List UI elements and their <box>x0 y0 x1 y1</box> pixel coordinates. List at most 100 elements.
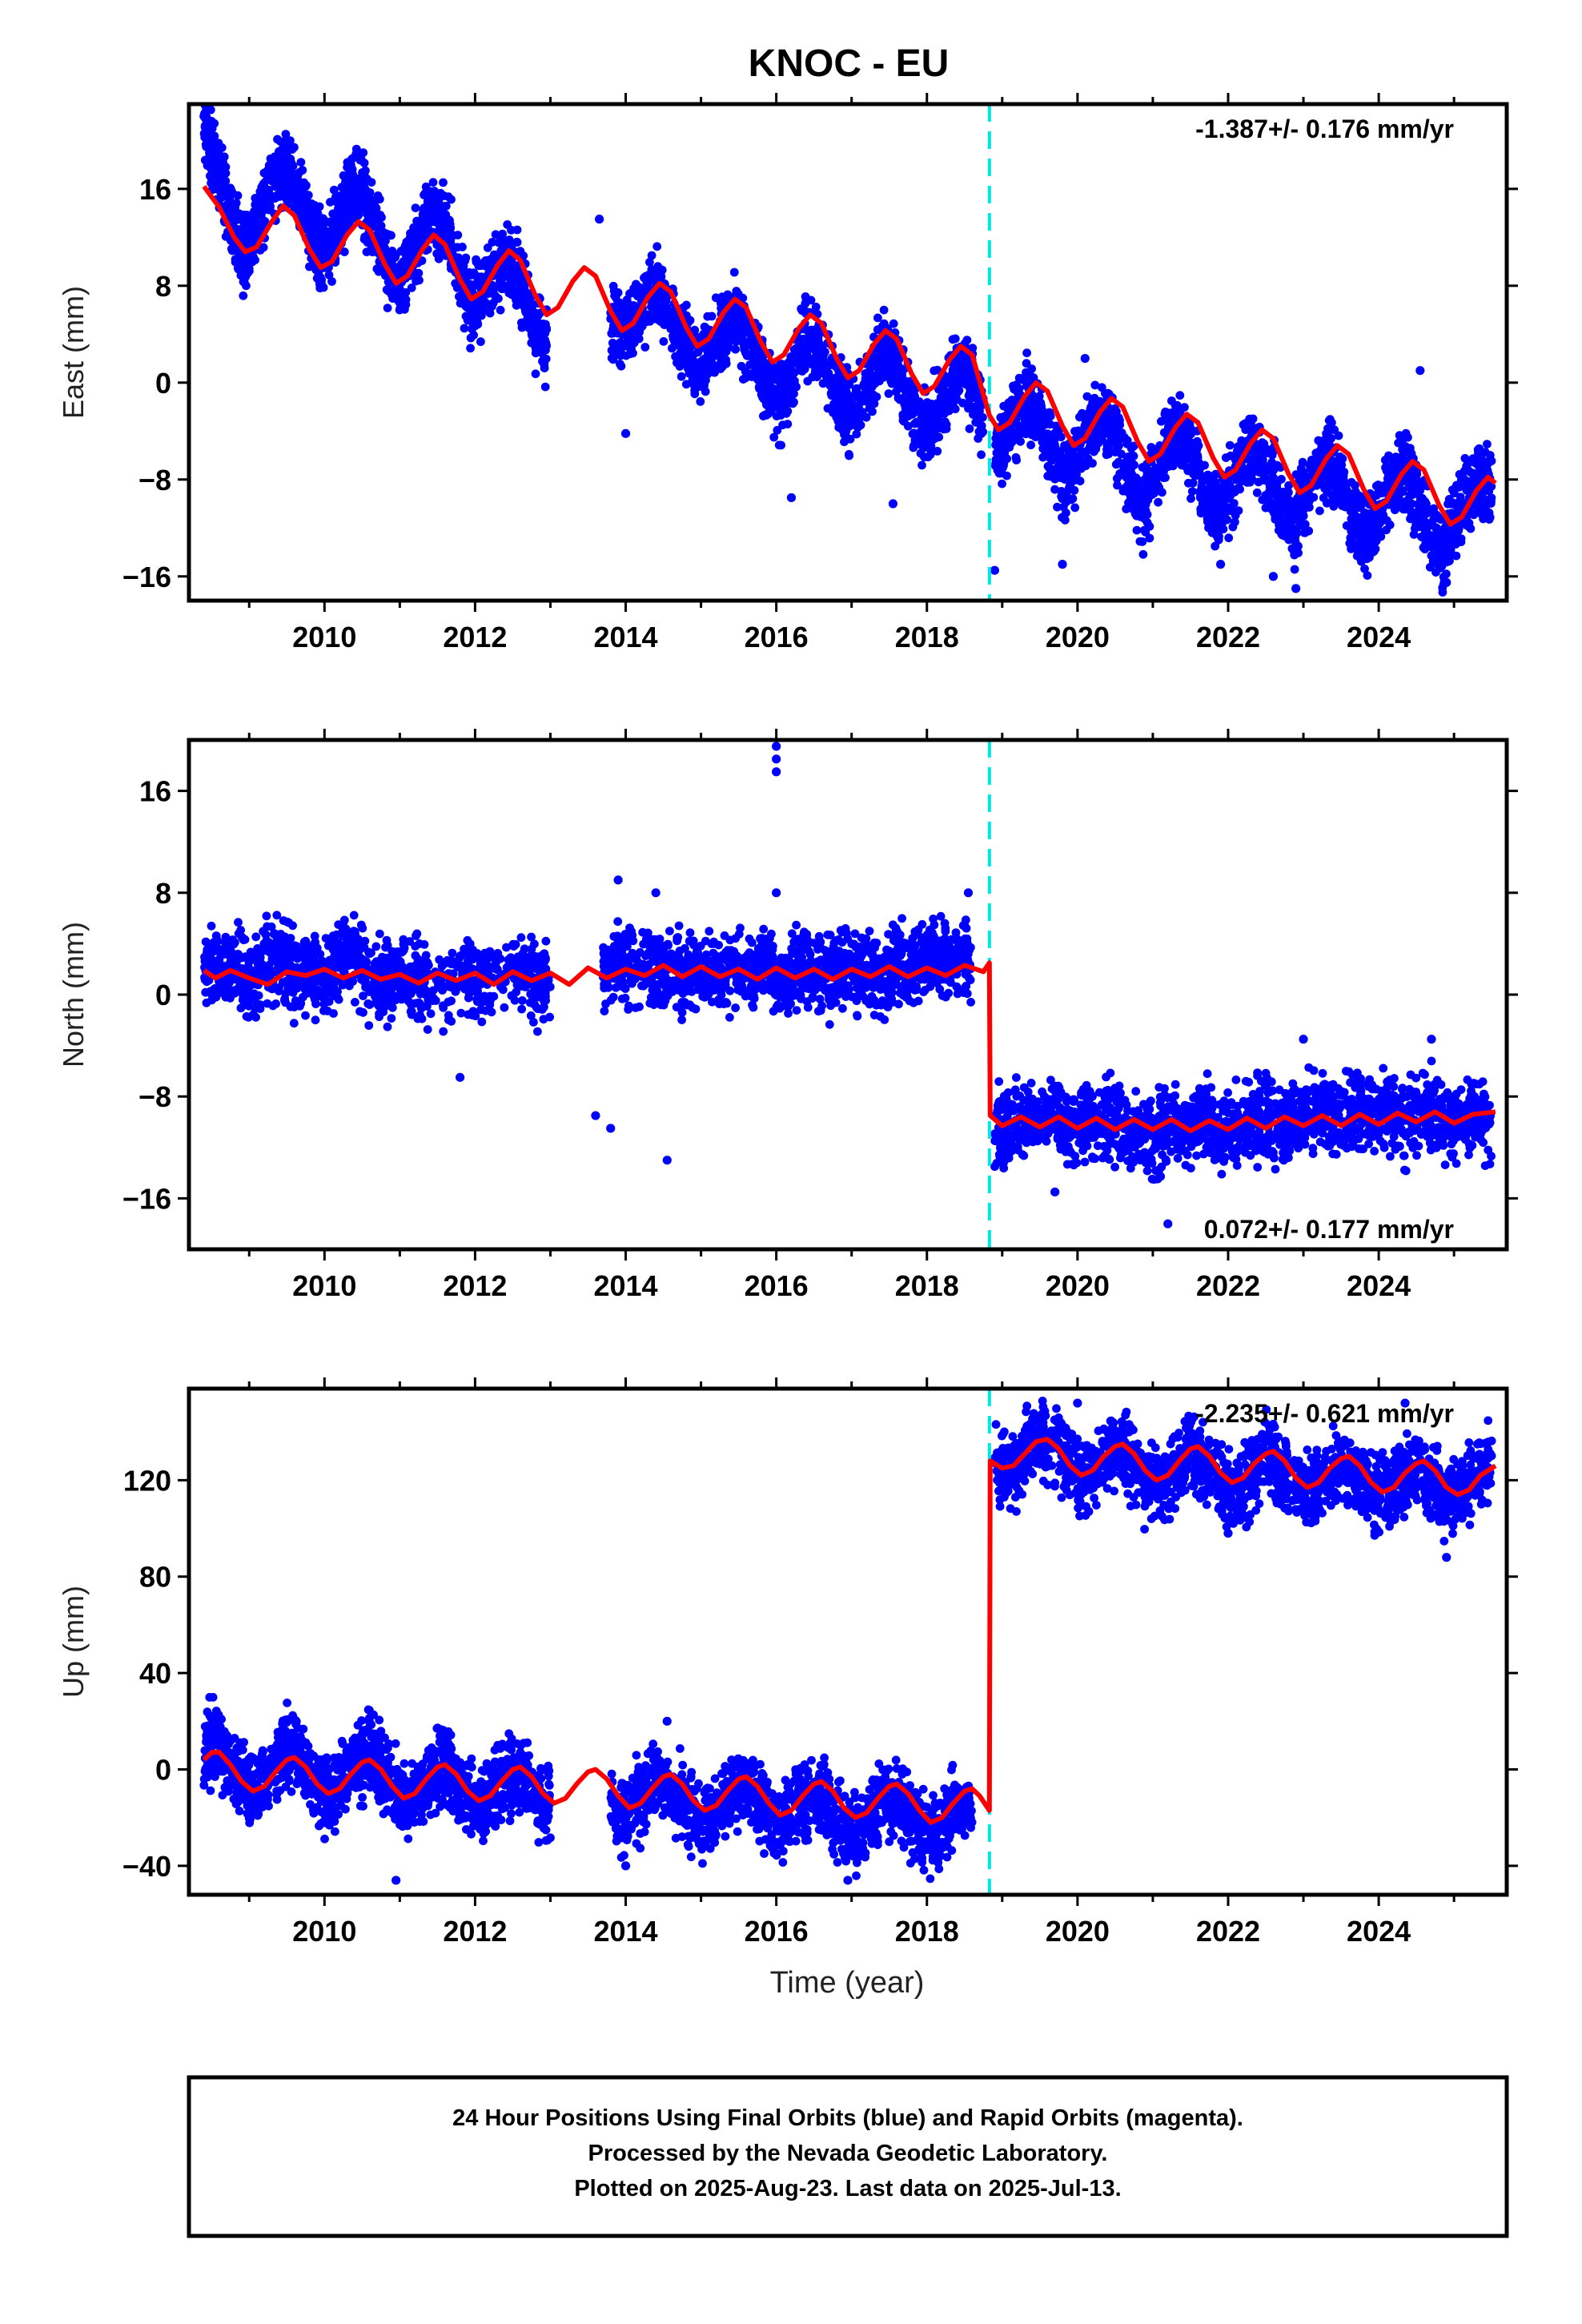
east-scatter-point <box>1300 520 1310 529</box>
east-scatter-point <box>304 208 313 218</box>
east-scatter-point <box>721 359 731 368</box>
east-scatter-point <box>1300 495 1310 504</box>
east-scatter-point <box>774 440 784 450</box>
east-scatter-point <box>948 374 958 384</box>
east-scatter-point <box>879 305 889 315</box>
east-scatter-point <box>796 362 805 372</box>
east-scatter-point <box>1158 473 1168 482</box>
east-scatter-point <box>273 135 282 144</box>
east-scatter-point <box>619 313 628 323</box>
east-scatter-point <box>652 242 662 251</box>
east-scatter-point <box>1066 495 1076 505</box>
east-scatter-point <box>923 434 933 444</box>
east-scatter-point <box>432 217 441 226</box>
east-scatter-point <box>542 341 551 351</box>
east-scatter-point <box>409 223 418 232</box>
east-scatter-point <box>233 191 243 200</box>
east-scatter-point <box>431 207 440 215</box>
east-scatter-point <box>950 404 960 414</box>
east-scatter-point <box>322 217 331 227</box>
east-scatter-point <box>200 121 210 131</box>
east-scatter-point <box>541 320 550 329</box>
east-scatter-point <box>862 395 871 404</box>
east-scatter-point <box>696 397 705 406</box>
east-scatter-point <box>460 324 469 333</box>
east-scatter-point <box>737 361 746 371</box>
east-scatter-point <box>1026 440 1035 450</box>
east-scatter-point <box>672 325 681 335</box>
east-scatter-point <box>1355 502 1363 512</box>
east-scatter-point <box>401 300 411 309</box>
east-scatter-point <box>779 396 789 406</box>
east-scatter-point <box>1154 497 1162 507</box>
east-scatter-point <box>239 258 248 267</box>
east-scatter-point <box>1140 514 1150 524</box>
east-scatter-point <box>516 247 525 256</box>
east-scatter-point <box>1012 456 1021 464</box>
east-scatter-point <box>1112 431 1121 440</box>
east-scatter-point <box>1091 443 1100 452</box>
east-scatter-point <box>1334 431 1343 440</box>
east-scatter-point <box>207 136 217 146</box>
east-scatter-point <box>358 168 367 177</box>
east-scatter-point <box>467 282 476 292</box>
east-scatter-point <box>1294 541 1303 551</box>
east-scatter-point <box>1026 416 1036 426</box>
east-scatter-point <box>355 209 363 219</box>
east-scatter-point <box>439 178 448 187</box>
east-scatter-point <box>281 130 291 139</box>
east-scatter-point <box>659 337 669 346</box>
east-scatter-point <box>404 248 413 257</box>
east-scatter-point <box>1070 503 1080 513</box>
east-scatter-point <box>1192 444 1202 454</box>
east-scatter-point <box>1365 543 1375 552</box>
east-scatter-point <box>658 304 668 314</box>
east-scatter-point <box>930 432 940 442</box>
east-scatter-point <box>977 450 986 460</box>
east-scatter-point <box>1278 488 1287 497</box>
east-scatter-point <box>613 288 623 297</box>
east-scatter-point <box>1214 512 1223 521</box>
east-scatter-point <box>1189 469 1198 479</box>
east-scatter-point <box>461 253 471 263</box>
east-scatter-point <box>488 238 497 247</box>
east-scatter-point <box>1290 550 1299 560</box>
east-scatter-point <box>327 277 336 286</box>
east-scatter-point <box>1331 467 1340 476</box>
east-scatter-point <box>494 294 503 304</box>
east-scatter-point <box>296 186 305 195</box>
east-scatter-point <box>217 143 227 152</box>
east-plot-area <box>199 104 1497 601</box>
east-scatter-point <box>1043 461 1053 471</box>
east-scatter-point <box>329 185 339 195</box>
east-scatter-point <box>315 272 325 282</box>
east-scatter-point <box>1229 486 1239 495</box>
east-scatter-point <box>387 247 397 255</box>
east-scatter-point <box>420 221 429 231</box>
east-scatter-point <box>622 340 632 349</box>
east-scatter-point <box>286 155 295 163</box>
east-scatter-point <box>216 188 225 198</box>
east-scatter-point <box>823 372 833 382</box>
east-scatter-point <box>448 243 458 251</box>
east-scatter-point <box>1126 464 1135 473</box>
east-scatter-point <box>335 216 343 226</box>
east-scatter-point <box>1083 454 1093 464</box>
east-scatter-point <box>1150 472 1159 482</box>
east-scatter-point <box>742 351 752 360</box>
east-scatter-point <box>496 305 505 315</box>
east-scatter-point <box>1050 434 1060 444</box>
east-scatter-point <box>335 227 344 235</box>
east-scatter-point <box>359 159 369 167</box>
east-scatter-point <box>504 240 514 250</box>
east-scatter-point <box>314 214 323 223</box>
east-scatter-point <box>633 328 643 337</box>
east-scatter-point <box>1217 489 1226 499</box>
east-scatter-point <box>685 316 695 325</box>
east-scatter-point <box>700 381 709 390</box>
east-scatter-point <box>992 458 1001 468</box>
east-scatter-point <box>1028 393 1037 403</box>
east-scatter-point <box>656 267 665 277</box>
east-scatter-point <box>1188 478 1198 488</box>
